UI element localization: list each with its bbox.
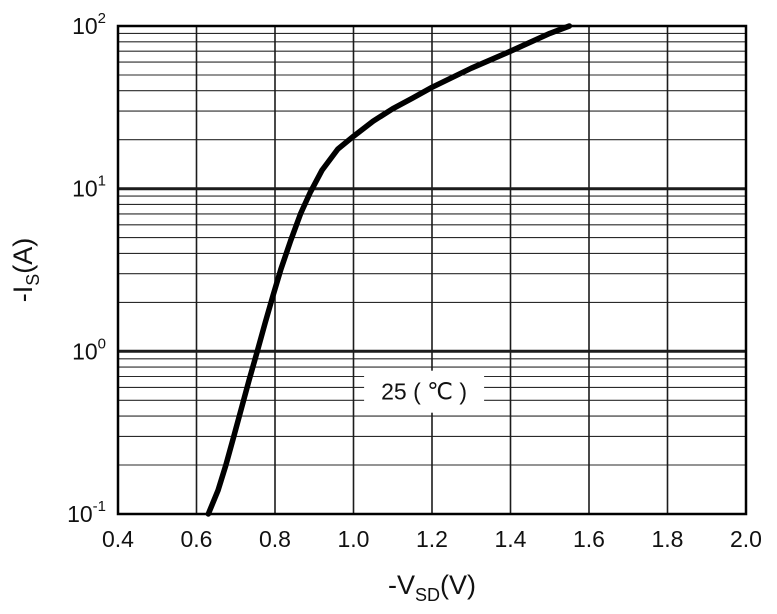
x-tick-label: 0.4 <box>102 526 134 552</box>
x-tick-label: 2.0 <box>730 526 762 552</box>
x-tick-label: 0.8 <box>259 526 291 552</box>
y-tick-label: 10-1 <box>67 498 106 527</box>
x-tick-label: 1.4 <box>495 526 527 552</box>
vertical-gridlines <box>195 26 669 514</box>
x-tick-label: 0.6 <box>181 526 213 552</box>
series-curve <box>205 23 573 517</box>
annotation-background <box>364 370 485 413</box>
x-tick-label: 1.8 <box>652 526 684 552</box>
y-tick-label: 101 <box>72 173 106 202</box>
x-tick-label: 1.2 <box>416 526 448 552</box>
annotation-temperature: 25 ( ℃ ) <box>381 379 467 405</box>
y-tick-labels: 10-1 100 101 102 <box>67 10 106 527</box>
x-tick-label: 1.6 <box>573 526 605 552</box>
y-tick-label: 100 <box>72 335 106 364</box>
y-axis-label: -IS(A) <box>8 238 43 303</box>
x-axis-label: -VSD(V) <box>388 570 476 605</box>
x-tick-labels: 0.4 0.6 0.8 1.0 1.2 1.4 1.6 1.8 2.0 <box>102 526 762 552</box>
y-tick-label: 102 <box>72 10 106 39</box>
major-gridlines <box>118 187 746 353</box>
x-tick-label: 1.0 <box>338 526 370 552</box>
plot-border <box>116 24 748 516</box>
